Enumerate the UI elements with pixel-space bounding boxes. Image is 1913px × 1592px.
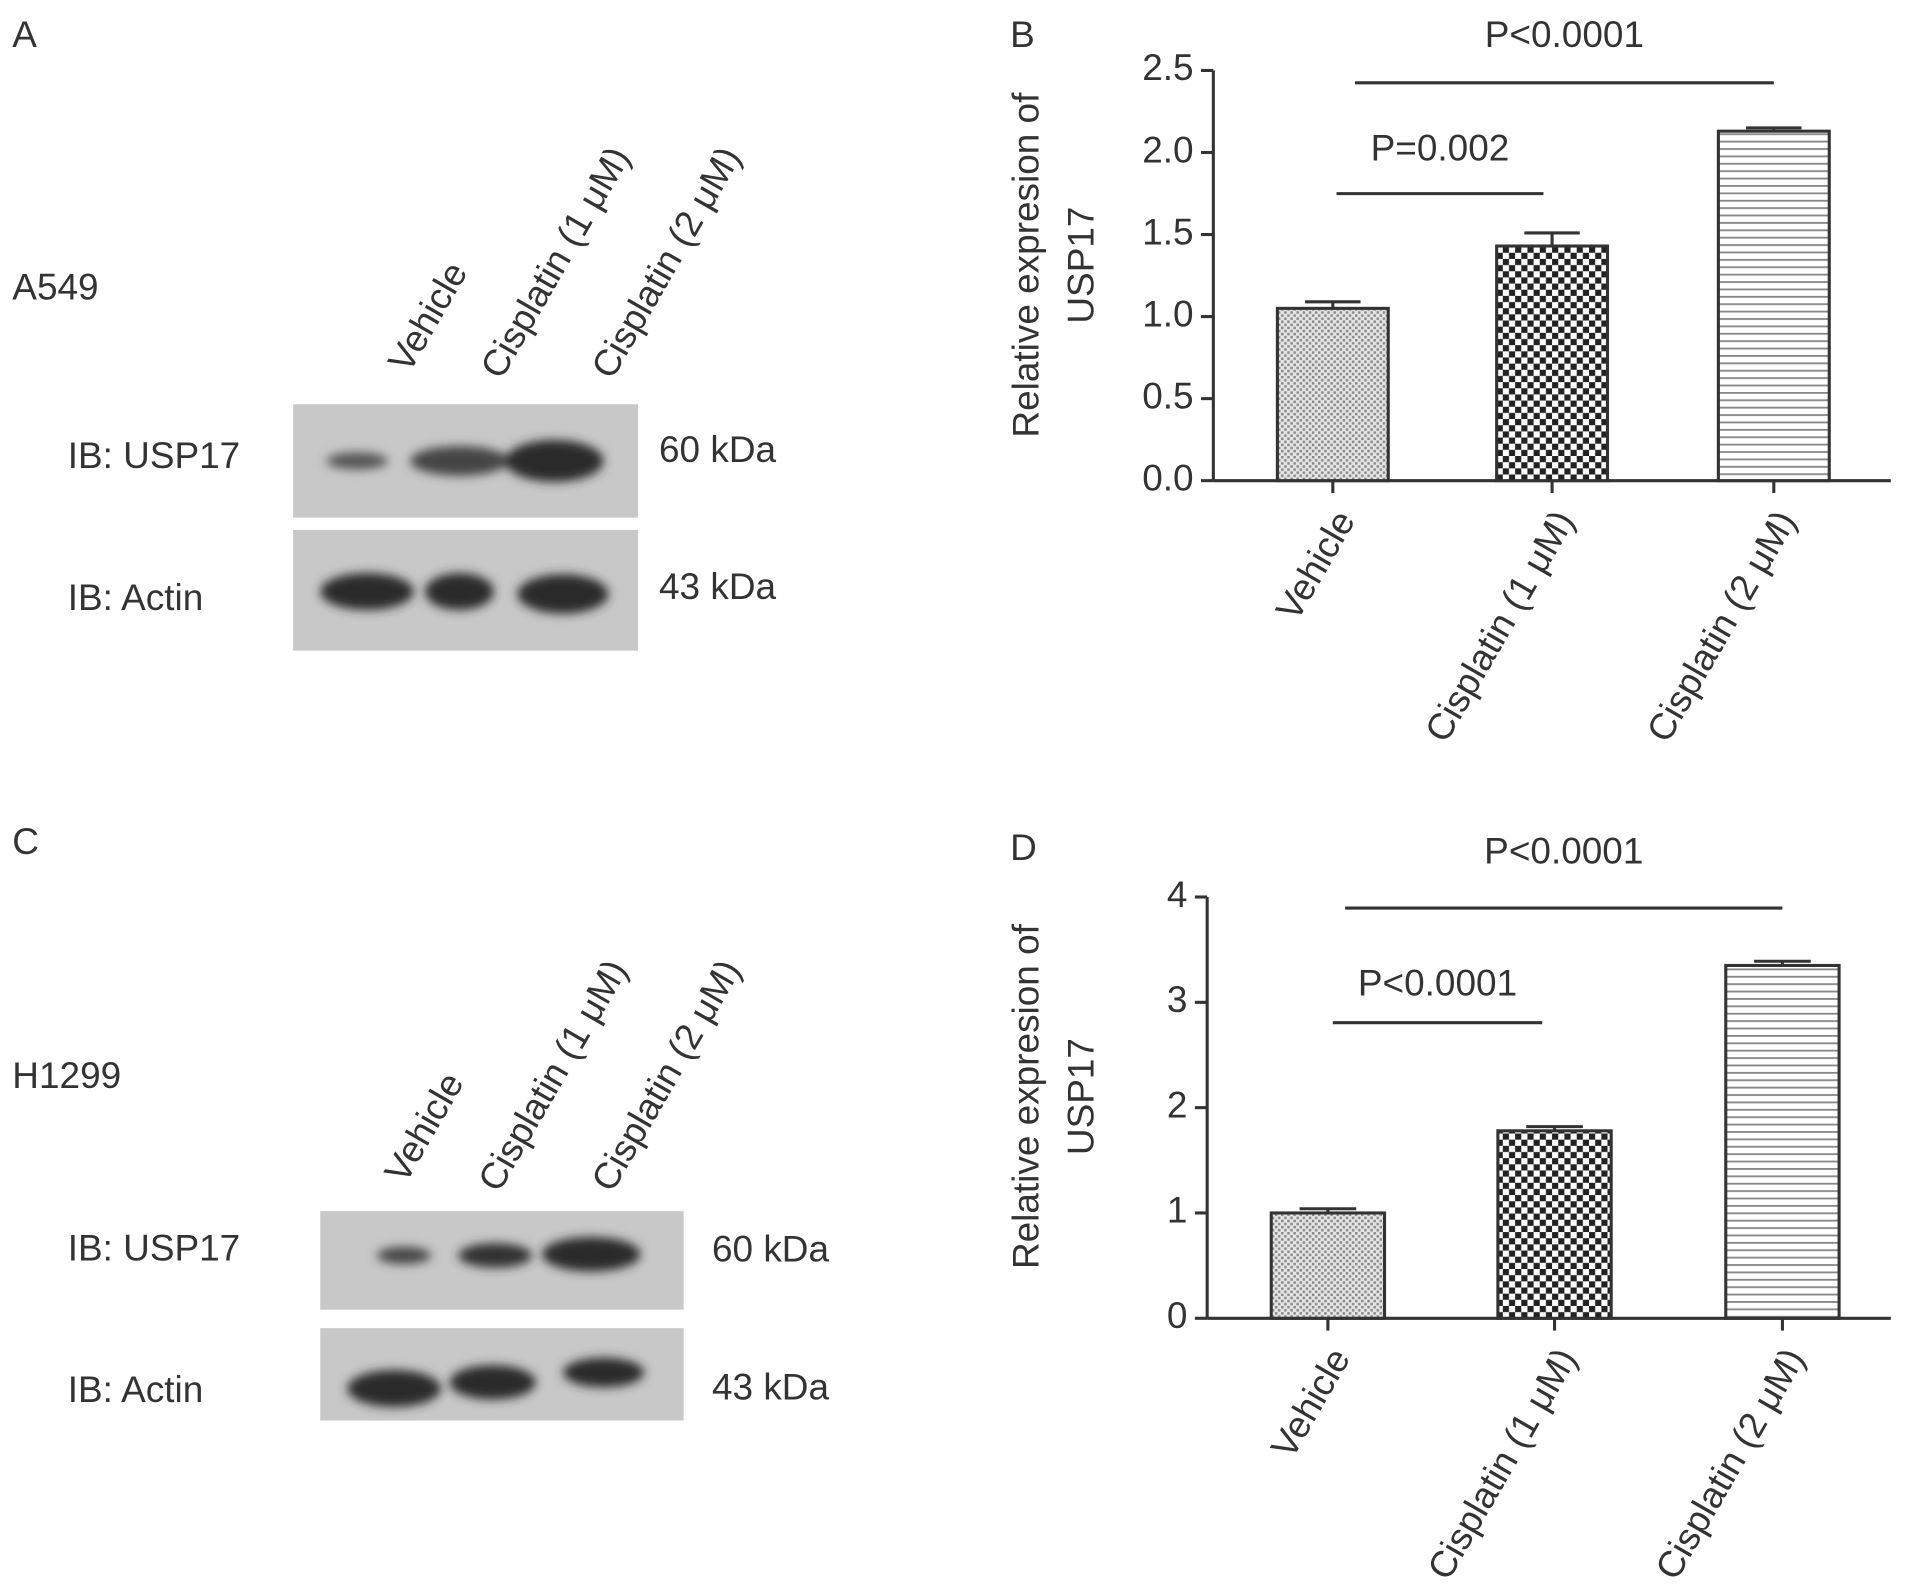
cell-line: A549 [12, 266, 98, 307]
y-tick-label: 2.0 [1142, 129, 1193, 170]
panel-letter: A [12, 14, 37, 55]
lane-label: Vehicle [377, 1066, 472, 1190]
y-tick-label: 4 [1167, 874, 1188, 915]
blot-panel [293, 404, 639, 651]
x-tick-label: Cisplatin (1 μM) [1417, 504, 1582, 749]
x-tick-label: Cisplatin (2 μM) [1639, 504, 1804, 749]
bar [1269, 1211, 1387, 1320]
x-tick-label: Vehicle [1263, 1341, 1358, 1465]
blot-panel [320, 1211, 684, 1421]
bar [1496, 1129, 1613, 1320]
x-tick-label: Vehicle [1268, 504, 1363, 628]
y-axis-label: USP17 [1061, 1038, 1102, 1155]
lane-label: Vehicle [380, 255, 475, 379]
bands [347, 1236, 645, 1407]
significance-label: P=0.002 [1371, 127, 1510, 168]
blot-label: IB: Actin [68, 1369, 204, 1410]
blot-label: IB: Actin [68, 577, 204, 618]
band-size: 60 kDa [659, 429, 776, 470]
band-size: 60 kDa [712, 1229, 829, 1270]
bar [1275, 306, 1390, 483]
y-tick-label: 2.5 [1142, 47, 1193, 88]
bar [1716, 129, 1831, 483]
x-tick-label: Cisplatin (2 μM) [1647, 1341, 1812, 1586]
blot-label: IB: USP17 [68, 435, 240, 476]
panel-letter: D [1010, 827, 1037, 868]
panel-letter: B [1010, 14, 1035, 55]
panel-letter: C [12, 821, 39, 862]
cell-line: H1299 [12, 1055, 121, 1096]
y-tick-label: 1.0 [1142, 293, 1193, 334]
y-tick-label: 3 [1167, 979, 1188, 1020]
y-tick-label: 0.5 [1142, 375, 1193, 416]
bar [1495, 244, 1610, 483]
y-tick-label: 2 [1167, 1084, 1188, 1125]
y-axis-label: Relative expresion of [1005, 92, 1046, 438]
significance-label: P<0.0001 [1358, 962, 1517, 1003]
significance-label: P<0.0001 [1485, 14, 1644, 55]
y-tick-label: 1 [1167, 1190, 1188, 1231]
y-axis-label: USP17 [1061, 207, 1102, 324]
bands [320, 440, 609, 614]
y-tick-label: 0.0 [1142, 457, 1193, 498]
y-tick-label: 0 [1167, 1295, 1188, 1336]
y-axis-label: Relative expresion of [1005, 923, 1046, 1269]
band-size: 43 kDa [712, 1366, 829, 1407]
blot-label: IB: USP17 [68, 1227, 240, 1268]
significance-label: P<0.0001 [1484, 831, 1643, 872]
x-tick-label: Cisplatin (1 μM) [1420, 1341, 1585, 1586]
y-tick-label: 1.5 [1142, 211, 1193, 252]
band-size: 43 kDa [659, 566, 776, 607]
bar [1724, 963, 1841, 1320]
